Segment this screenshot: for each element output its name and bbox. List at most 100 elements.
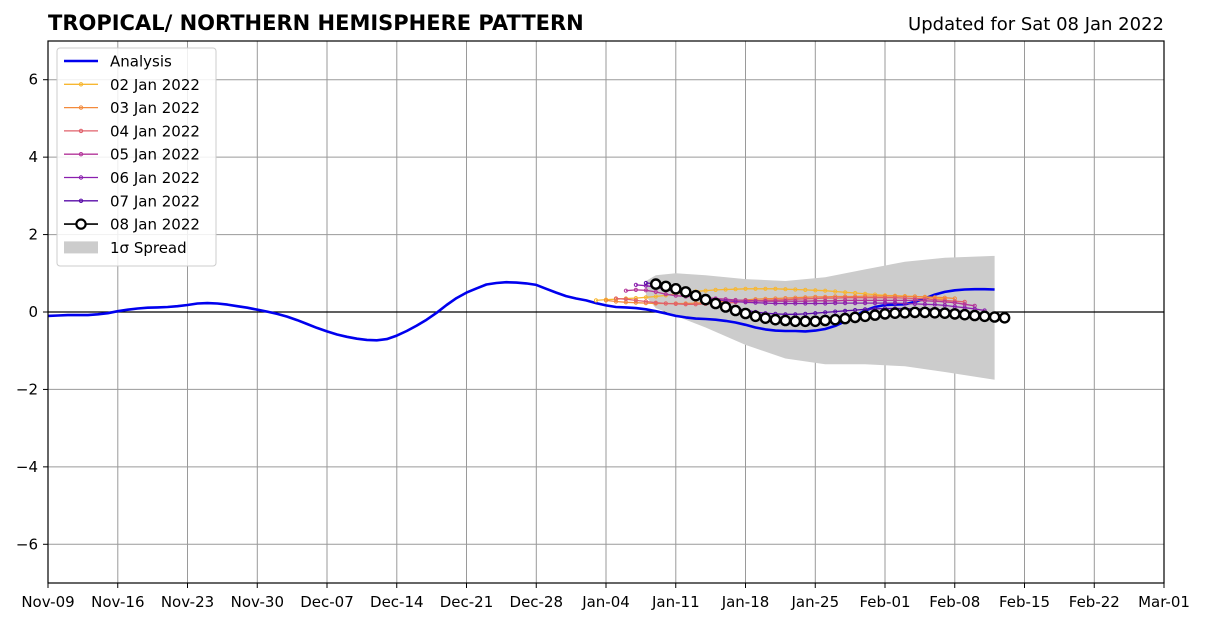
forecast-point-2 — [853, 295, 858, 300]
legend-marker-forecast-4 — [78, 175, 84, 180]
x-tick-label: Jan-25 — [790, 593, 839, 611]
forecast-point-6 — [929, 306, 941, 319]
forecast-point-2 — [962, 299, 967, 304]
legend-label-forecast-2: 04 Jan 2022 — [110, 122, 200, 140]
forecast-point-2 — [613, 296, 619, 301]
legend-label-forecast-5: 07 Jan 2022 — [110, 192, 200, 210]
forecast-point-0 — [803, 287, 808, 292]
forecast-point-2 — [683, 302, 688, 307]
forecast-point-0 — [743, 286, 748, 291]
y-tick-label: 6 — [28, 71, 38, 89]
forecast-point-0 — [713, 287, 718, 292]
forecast-point-5 — [813, 311, 818, 316]
forecast-point-3 — [653, 289, 658, 294]
forecast-point-6 — [978, 310, 991, 323]
x-tick-label: Feb-22 — [1069, 593, 1120, 611]
forecast-point-1 — [932, 295, 937, 300]
x-tick-label: Nov-23 — [161, 593, 214, 611]
forecast-point-2 — [673, 301, 678, 306]
x-tick-label: Dec-28 — [510, 593, 564, 611]
forecast-point-2 — [653, 300, 658, 305]
forecast-point-4 — [773, 301, 778, 306]
forecast-point-3 — [633, 287, 639, 292]
forecast-point-1 — [633, 300, 639, 305]
forecast-point-6 — [689, 289, 702, 302]
forecast-point-3 — [833, 298, 838, 303]
forecast-point-0 — [863, 291, 868, 296]
x-tick-label: Jan-18 — [721, 593, 770, 611]
forecast-point-2 — [892, 295, 898, 300]
forecast-point-6 — [899, 306, 911, 319]
y-tick-label: −6 — [16, 535, 38, 553]
forecast-point-6 — [650, 278, 662, 290]
forecast-point-4 — [922, 302, 928, 307]
forecast-point-4 — [783, 301, 788, 306]
forecast-point-6 — [829, 313, 842, 326]
forecast-point-2 — [872, 295, 878, 300]
forecast-point-5 — [833, 309, 838, 314]
forecast-point-6 — [739, 307, 752, 320]
forecast-point-4 — [863, 301, 868, 306]
forecast-point-5 — [823, 310, 828, 315]
forecast-point-6 — [988, 311, 1001, 323]
forecast-point-3 — [773, 299, 778, 304]
forecast-point-2 — [633, 298, 639, 303]
forecast-point-0 — [643, 295, 649, 300]
forecast-point-6 — [849, 311, 861, 324]
x-tick-label: Jan-04 — [581, 593, 630, 611]
forecast-point-0 — [653, 294, 658, 299]
legend-label-forecast-0: 02 Jan 2022 — [110, 76, 200, 94]
forecast-point-4 — [803, 301, 808, 306]
forecast-point-6 — [759, 312, 772, 325]
forecast-point-0 — [773, 286, 778, 291]
legend-marker-forecast-0 — [78, 82, 84, 87]
forecast-point-2 — [803, 296, 808, 301]
forecast-point-6 — [949, 308, 961, 320]
forecast-point-4 — [892, 301, 898, 306]
forecast-point-3 — [623, 288, 629, 293]
forecast-point-3 — [803, 299, 808, 304]
forecast-point-5 — [643, 280, 649, 286]
forecast-point-2 — [663, 301, 668, 306]
forecast-point-6 — [719, 301, 732, 313]
x-tick-label: Jan-11 — [651, 593, 700, 611]
x-tick-label: Feb-15 — [999, 593, 1050, 611]
forecast-point-6 — [819, 314, 832, 327]
legend-label-forecast-1: 03 Jan 2022 — [110, 99, 200, 117]
forecast-point-4 — [882, 301, 888, 306]
forecast-point-6 — [660, 280, 672, 293]
x-tick-label: Dec-21 — [440, 593, 494, 611]
forecast-point-4 — [902, 301, 908, 306]
forecast-point-0 — [823, 288, 828, 293]
forecast-point-0 — [813, 288, 818, 293]
forecast-point-6 — [839, 312, 851, 325]
forecast-point-6 — [958, 308, 971, 321]
forecast-point-6 — [998, 311, 1011, 324]
x-tick-label: Nov-09 — [21, 593, 74, 611]
x-tick-label: Dec-14 — [370, 593, 424, 611]
forecast-point-0 — [733, 287, 738, 292]
forecast-point-2 — [863, 295, 868, 300]
x-tick-label: Dec-07 — [300, 593, 354, 611]
forecast-point-4 — [912, 301, 918, 306]
forecast-point-0 — [633, 296, 639, 301]
y-tick-label: 2 — [28, 226, 38, 244]
forecast-point-6 — [769, 313, 782, 326]
legend-marker-forecast-6 — [75, 218, 87, 230]
forecast-point-6 — [859, 310, 871, 323]
forecast-point-4 — [793, 301, 798, 306]
x-tick-label: Nov-30 — [231, 593, 284, 611]
legend-label-forecast-3: 05 Jan 2022 — [110, 146, 200, 164]
forecast-point-6 — [709, 297, 722, 310]
chart-subtitle: Updated for Sat 08 Jan 2022 — [908, 14, 1164, 35]
forecast-point-4 — [753, 300, 758, 305]
forecast-point-1 — [942, 295, 947, 300]
forecast-point-3 — [783, 299, 788, 304]
legend-label-forecast-4: 06 Jan 2022 — [110, 169, 200, 187]
legend-box — [56, 47, 217, 267]
legend-marker-forecast-1 — [78, 105, 84, 110]
forecast-point-3 — [663, 292, 668, 297]
chart-title: TROPICAL/ NORTHERN HEMISPHERE PATTERN — [48, 11, 584, 35]
